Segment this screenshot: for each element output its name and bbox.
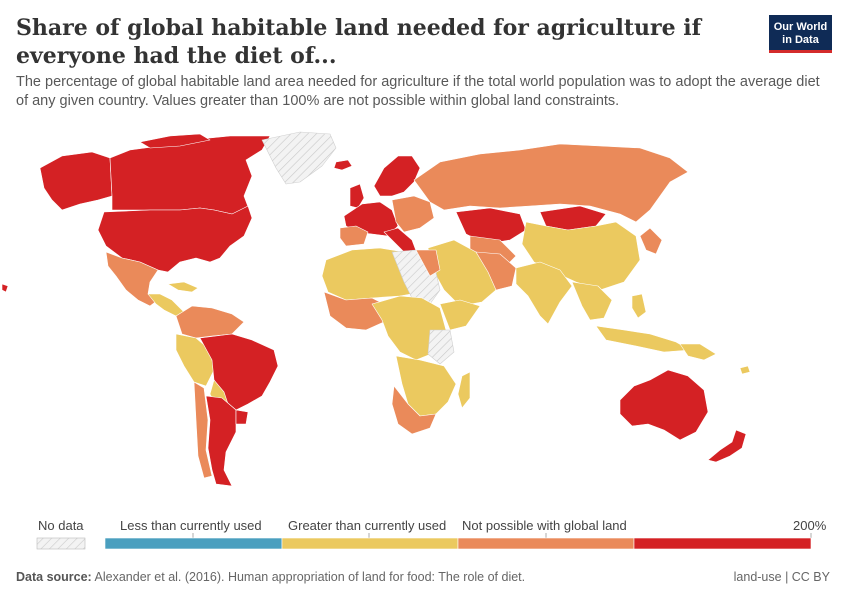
uk-region[interactable] [349,183,365,209]
new-zealand-region[interactable] [707,429,747,463]
central-america-region[interactable] [147,293,185,317]
chart-subtitle: The percentage of global habitable land … [16,74,820,109]
colombia-venezuela-region[interactable] [175,305,245,339]
legend-swatch-no-data[interactable] [36,537,86,550]
logo-line-1: Our World [773,21,828,33]
philippines-region[interactable] [631,293,647,319]
data-source-text[interactable]: Alexander et al. (2016). Human appropria… [94,570,526,584]
russia-region[interactable] [413,143,689,223]
horn-of-africa-region[interactable] [439,299,481,331]
chart-title: Share of global habitable land needed fo… [16,15,702,69]
canada-region[interactable] [109,135,271,215]
iceland-region[interactable] [333,159,353,171]
legend-not-possible-label: Not possible with global land [462,518,627,533]
pacific-island-region[interactable] [739,365,751,375]
new-guinea-region[interactable] [679,343,717,361]
egypt-region[interactable] [415,249,441,277]
legend-swatch-greater[interactable] [281,537,459,550]
legend-bar [36,533,812,550]
iran-region[interactable] [475,251,517,291]
chile-region[interactable] [193,381,213,479]
iberia-region[interactable] [339,225,369,247]
legend-swatch-less[interactable] [104,537,283,550]
south-africa-region[interactable] [391,385,437,435]
madagascar-region[interactable] [457,371,471,409]
legend-swatch-not-possible[interactable] [457,537,635,550]
alaska-region[interactable] [39,151,113,211]
data-source: Data source: Alexander et al. (2016). Hu… [16,570,525,584]
australia-region[interactable] [619,369,709,441]
legend-no-data-label: No data [38,518,84,533]
southern-africa-region[interactable] [395,355,457,417]
legend-greater-label: Greater than currently used [288,518,447,533]
world-map [1,131,751,487]
korea-japan-region[interactable] [639,227,663,255]
peru-bolivia-region[interactable] [175,333,215,387]
greenland-region [261,131,337,185]
kazakhstan-region[interactable] [455,207,527,245]
scandinavia-region[interactable] [373,155,421,197]
arctic-islands[interactable] [139,133,211,149]
logo-line-2: in Data [782,33,819,46]
argentina-region[interactable] [205,395,237,487]
legend-less-label: Less than currently used [120,518,262,533]
uruguay-region[interactable] [235,409,249,425]
indonesia-region[interactable] [595,325,691,353]
central-europe-region[interactable] [391,195,435,233]
east-africa-region [427,329,455,365]
hawaii-region[interactable] [1,283,9,293]
india-region[interactable] [515,261,573,325]
southeast-asia-region[interactable] [571,281,613,321]
caribbean-region[interactable] [167,281,199,293]
license-text[interactable]: land-use | CC BY [733,570,830,584]
legend-swatch-extreme[interactable] [633,537,812,550]
data-source-label: Data source: [16,570,92,584]
legend-max-label: 200% [793,518,827,533]
owid-logo[interactable]: Our World in Data [769,15,832,53]
